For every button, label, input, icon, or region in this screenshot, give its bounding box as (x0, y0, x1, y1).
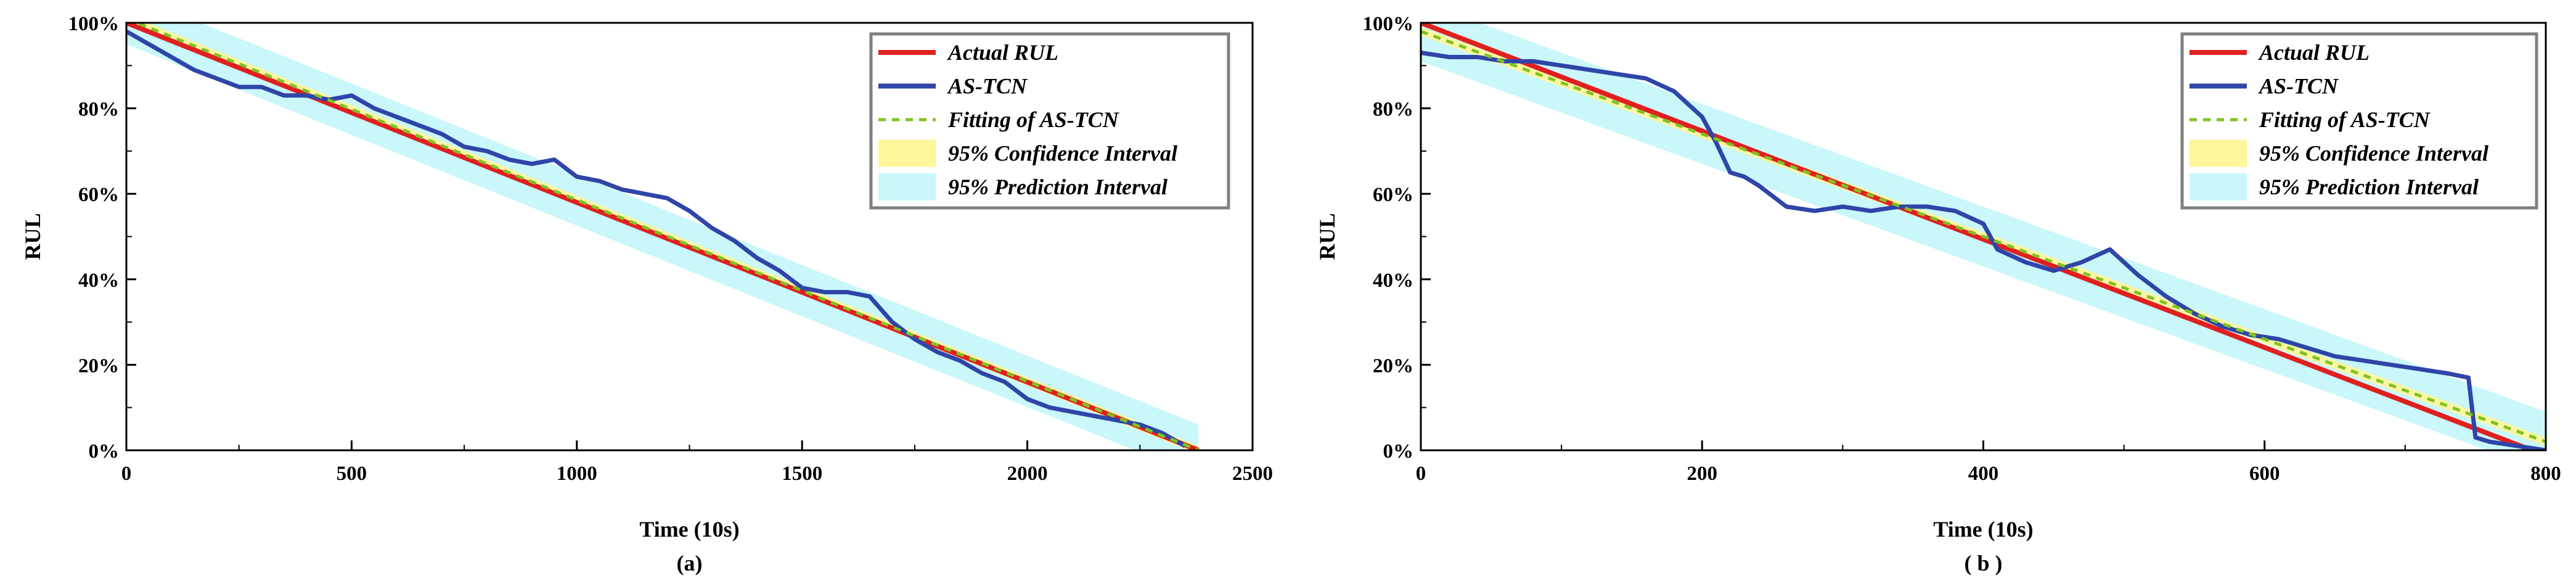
y-tick-label: 100% (68, 13, 120, 35)
legend-label-prediction: 95% Prediction Interval (948, 175, 1167, 199)
x-axis-title: Time (10s) (1933, 517, 2033, 542)
chart-b: 0 200 400 600 800 0% 20% 40% 60% 80% 100% Time (10s… (1315, 13, 2561, 576)
chart-caption: ( b ) (1965, 551, 2003, 576)
y-tick-label: 80% (78, 99, 119, 121)
plot-area (126, 23, 1200, 450)
x-tick-label: 500 (337, 463, 367, 485)
y-tick-label: 40% (1373, 270, 1413, 292)
x-tick-label: 400 (1968, 463, 1999, 485)
x-tick-label: 1500 (782, 463, 822, 485)
legend-label-actual: Actual RUL (2258, 40, 2370, 65)
y-tick-label: 100% (1363, 13, 1414, 35)
y-tick-label: 20% (78, 355, 119, 377)
chart-caption: (a) (677, 551, 703, 576)
x-tick-label: 0 (1416, 463, 1426, 485)
fitting-line (1421, 30, 2546, 444)
y-tick-label: 60% (78, 184, 119, 206)
chart-a: 0 500 1000 1500 2000 2500 0% 20% 40% 60% 80% 100% Ti… (20, 13, 1273, 576)
x-axis-title: Time (10s) (639, 517, 739, 542)
legend-swatch-confidence (878, 139, 936, 167)
y-tick-label: 40% (78, 270, 119, 292)
x-tick-label: 800 (2530, 463, 2561, 485)
legend: Actual RUL AS-TCN Fitting of AS-TCN 95% Con… (869, 32, 1230, 210)
y-axis-title: RUL (20, 213, 45, 260)
y-tick-label: 0% (89, 440, 120, 463)
y-axis-title: RUL (1315, 213, 1339, 260)
x-tick-label: 200 (1687, 463, 1718, 485)
legend-label-astcn: AS-TCN (947, 74, 1028, 99)
legend-label-confidence: 95% Confidence Interval (948, 141, 1177, 166)
legend-swatch-prediction (2190, 173, 2247, 200)
x-tick-label: 2500 (1232, 463, 1273, 485)
plot-area (1421, 23, 2546, 450)
legend-label-prediction: 95% Prediction Interval (2259, 175, 2479, 199)
legend-label-fitting: Fitting of AS-TCN (2259, 107, 2431, 132)
y-tick-label: 0% (1383, 440, 1414, 463)
x-tick-label: 0 (121, 463, 132, 485)
x-tick-label: 1000 (557, 463, 597, 485)
x-tick-label: 600 (2249, 463, 2280, 485)
legend: Actual RUL AS-TCN Fitting of AS-TCN 95% Con… (2180, 32, 2538, 210)
legend-swatch-confidence (2190, 139, 2247, 167)
legend-label-fitting: Fitting of AS-TCN (947, 107, 1120, 132)
y-tick-label: 60% (1373, 184, 1413, 206)
legend-label-confidence: 95% Confidence Interval (2259, 141, 2488, 166)
actual-rul-line (1421, 23, 2533, 450)
y-tick-label: 80% (1373, 99, 1413, 121)
x-tick-label: 2000 (1007, 463, 1048, 485)
y-tick-label: 20% (1373, 355, 1413, 377)
legend-label-actual: Actual RUL (947, 40, 1058, 65)
legend-label-astcn: AS-TCN (2258, 74, 2339, 99)
legend-swatch-prediction (878, 173, 936, 200)
astcn-line (1421, 51, 2546, 450)
astcn-line (126, 29, 1187, 448)
fitting-line (133, 23, 1200, 450)
